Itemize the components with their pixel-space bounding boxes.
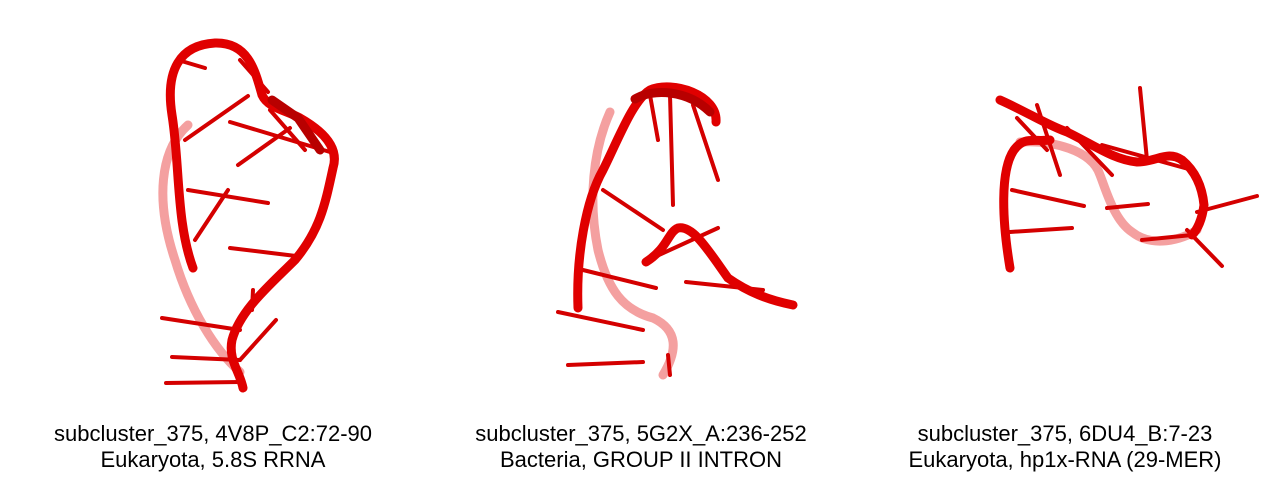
panel-caption-1: subcluster_375, 4V8P_C2:72-90 Eukaryota,…: [0, 421, 426, 473]
panel-subtitle-2: Bacteria, GROUP II INTRON: [500, 447, 782, 472]
rna-structure-render-2: [556, 82, 798, 380]
rna-structure-render-3: [995, 86, 1259, 273]
panel-title-3: subcluster_375, 6DU4_B:7-23: [917, 421, 1213, 446]
structure-panel-2: subcluster_375, 5G2X_A:236-252 Bacteria,…: [428, 0, 854, 480]
panel-title-2: subcluster_375, 5G2X_A:236-252: [475, 421, 807, 446]
structure-panel-1: subcluster_375, 4V8P_C2:72-90 Eukaryota,…: [0, 0, 426, 480]
panel-subtitle-1: Eukaryota, 5.8S RRNA: [100, 447, 326, 472]
panel-caption-2: subcluster_375, 5G2X_A:236-252 Bacteria,…: [428, 421, 854, 473]
panel-subtitle-3: Eukaryota, hp1x-RNA (29-MER): [908, 447, 1222, 472]
rna-structure-render-1: [158, 38, 339, 393]
panel-caption-3: subcluster_375, 6DU4_B:7-23 Eukaryota, h…: [852, 421, 1278, 473]
panel-title-1: subcluster_375, 4V8P_C2:72-90: [54, 421, 372, 446]
structure-panel-3: subcluster_375, 6DU4_B:7-23 Eukaryota, h…: [852, 0, 1278, 480]
